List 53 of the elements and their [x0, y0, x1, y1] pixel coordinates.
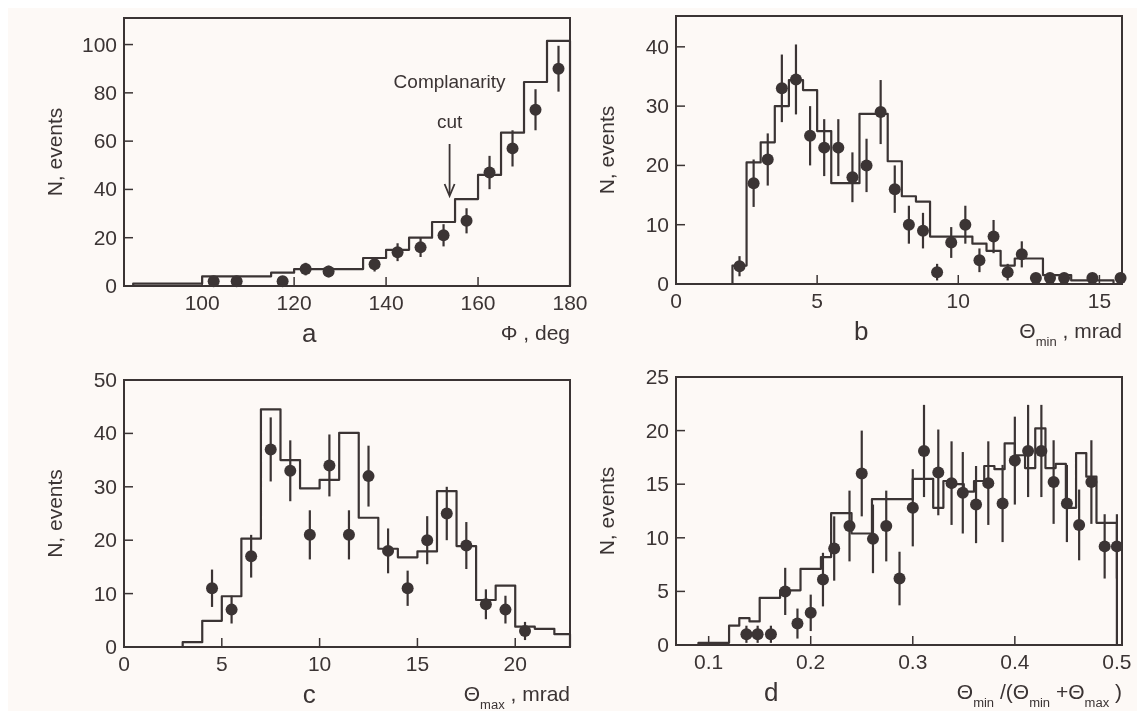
y-tick-label: 10 — [645, 212, 669, 236]
x-tick-label: 0.5 — [1102, 650, 1132, 673]
y-tick-label: 20 — [93, 528, 117, 552]
x-axis-title: Φ , deg — [500, 321, 570, 344]
y-tick-label: 15 — [645, 472, 669, 496]
y-tick-label: 10 — [645, 525, 669, 549]
y-tick-label: 60 — [93, 129, 117, 153]
x-tick-label: 15 — [405, 652, 430, 675]
text: a — [302, 318, 318, 348]
x-axis-title: Θ$_{min}$ , mrad — [1019, 319, 1122, 349]
text: b — [854, 316, 869, 346]
x-tick-label: 100 — [184, 291, 220, 314]
y-tick-label: 0 — [657, 272, 669, 295]
y-tick-label: 100 — [81, 32, 117, 56]
y-tick-label: 5 — [657, 579, 669, 603]
x-tick-label: 0.4 — [1000, 650, 1030, 673]
y-tick-label: 25 — [645, 365, 669, 388]
y-axis-title: N, events — [43, 107, 66, 197]
text: c — [302, 679, 316, 709]
y-tick-label: 30 — [93, 474, 117, 498]
x-tick-label: 0.1 — [694, 650, 724, 673]
x-axis-title: Θ$_{min}$/(Θ$_{min}$+Θ$_{max}$) — [956, 680, 1122, 710]
annotation: Complanarity cut — [393, 71, 507, 132]
x-axis-title: Θ$_{max}$ , mrad — [463, 682, 570, 712]
y-tick-label: 20 — [93, 225, 117, 249]
x-tick-label: 15 — [1087, 289, 1112, 312]
y-tick-label: 40 — [645, 34, 669, 58]
y-axis-title: N, events — [43, 469, 66, 558]
x-tick-label: 5 — [215, 652, 228, 675]
x-tick-label: 180 — [552, 291, 588, 314]
y-tick-label: 40 — [93, 421, 117, 445]
y-tick-label: 10 — [93, 581, 117, 605]
x-tick-label: 0.3 — [898, 650, 928, 673]
x-tick-label: 160 — [460, 291, 496, 314]
x-tick-label: 5 — [811, 289, 823, 312]
y-axis-title: N, events — [595, 105, 618, 195]
y-tick-label: 50 — [93, 368, 117, 391]
x-tick-label: 10 — [307, 652, 332, 675]
x-tick-label: 120 — [276, 291, 312, 314]
y-tick-label: 0 — [657, 633, 669, 656]
x-tick-label: 10 — [946, 289, 970, 312]
y-tick-label: 0 — [105, 635, 117, 658]
y-axis-title: N, events — [595, 466, 618, 556]
y-tick-label: 40 — [93, 177, 117, 201]
x-tick-label: 140 — [368, 291, 404, 314]
x-tick-label: 20 — [503, 652, 527, 675]
y-tick-label: 80 — [93, 80, 117, 104]
y-tick-label: 20 — [645, 153, 669, 177]
text: d — [764, 677, 779, 707]
y-tick-label: 20 — [645, 418, 669, 442]
y-tick-label: 0 — [105, 274, 117, 297]
x-tick-label: 0.2 — [796, 650, 826, 673]
y-tick-label: 30 — [645, 94, 669, 118]
